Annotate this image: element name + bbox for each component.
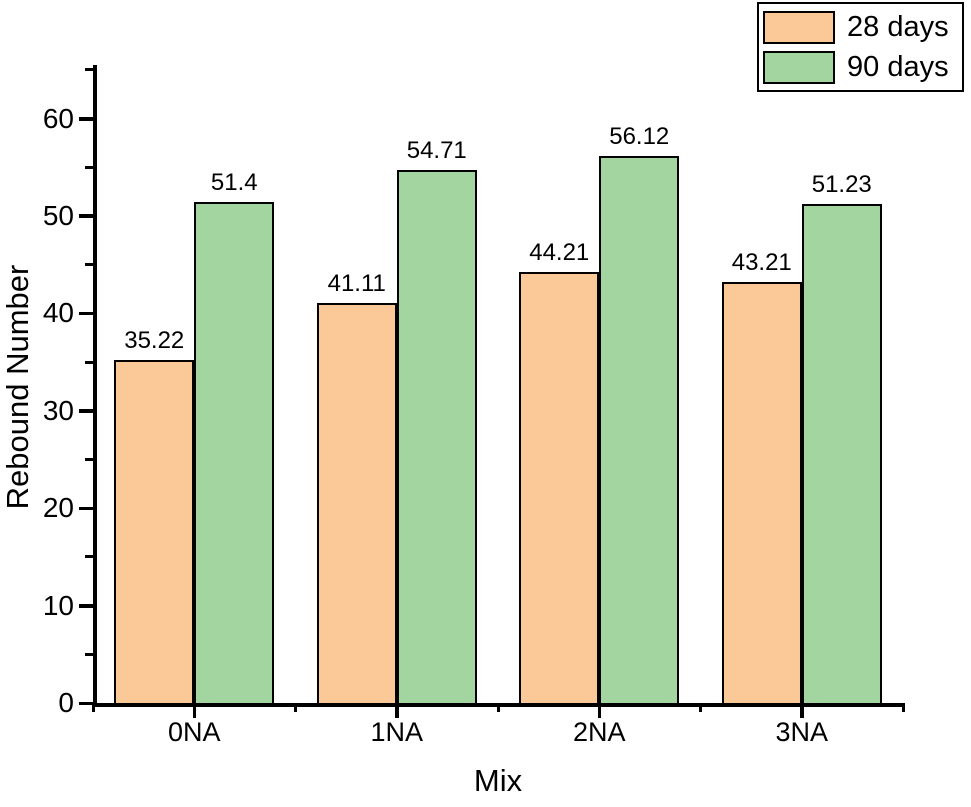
y-minor-tick bbox=[85, 652, 93, 656]
y-minor-tick bbox=[85, 263, 93, 267]
bar-28-days-2NA bbox=[519, 272, 600, 705]
x-tick-label: 1NA bbox=[370, 717, 424, 747]
x-minor-tick bbox=[91, 703, 95, 712]
legend-label-28-days: 28 days bbox=[847, 10, 949, 43]
y-tick-label: 50 bbox=[42, 199, 74, 231]
y-tick-label: 60 bbox=[42, 102, 74, 134]
x-major-tick bbox=[597, 703, 601, 718]
x-minor-tick bbox=[699, 703, 702, 712]
bar-value-label: 54.71 bbox=[406, 137, 467, 165]
y-major-tick bbox=[79, 701, 93, 705]
y-tick-label: 10 bbox=[42, 589, 74, 621]
y-axis-title: Rebound Number bbox=[0, 264, 35, 510]
x-minor-tick bbox=[294, 703, 297, 712]
bar-value-label: 43.21 bbox=[731, 249, 792, 277]
x-axis-title: Mix bbox=[473, 763, 523, 798]
y-minor-tick bbox=[85, 360, 93, 364]
bar-28-days-1NA bbox=[316, 302, 397, 705]
bar-value-label: 44.21 bbox=[529, 239, 590, 267]
y-major-tick bbox=[79, 311, 93, 316]
legend-item-90-days: 90 days bbox=[763, 47, 958, 87]
x-major-tick bbox=[395, 703, 399, 718]
bar-28-days-3NA bbox=[721, 282, 802, 705]
bar-value-label: 41.11 bbox=[327, 269, 386, 297]
bar-28-days-0NA bbox=[114, 359, 195, 705]
y-major-tick bbox=[79, 214, 93, 218]
bar-value-label: 35.22 bbox=[124, 326, 185, 354]
y-major-tick bbox=[79, 604, 93, 608]
bar-value-label: 51.23 bbox=[811, 170, 872, 198]
x-tick-label: 2NA bbox=[572, 717, 626, 747]
x-minor-tick bbox=[901, 703, 905, 712]
bar-90-days-3NA bbox=[801, 203, 882, 705]
legend-label-90-days: 90 days bbox=[847, 50, 949, 83]
legend: 28 days 90 days bbox=[757, 2, 964, 92]
y-axis-line bbox=[93, 65, 97, 707]
x-major-tick bbox=[192, 703, 196, 718]
bar-value-label: 51.4 bbox=[210, 169, 258, 197]
legend-swatch-28-days bbox=[763, 10, 835, 44]
y-tick-label: 30 bbox=[42, 394, 74, 426]
bar-90-days-2NA bbox=[599, 156, 680, 705]
legend-swatch-90-days bbox=[763, 50, 835, 84]
y-minor-tick bbox=[85, 457, 93, 461]
x-tick-label: 0NA bbox=[167, 717, 221, 747]
y-tick-label: 20 bbox=[42, 492, 74, 524]
bar-90-days-0NA bbox=[194, 202, 275, 705]
legend-item-28-days: 28 days bbox=[763, 7, 958, 47]
y-major-tick bbox=[79, 506, 93, 511]
y-minor-tick bbox=[85, 68, 93, 72]
y-tick-label: 0 bbox=[58, 687, 74, 718]
y-minor-tick bbox=[85, 165, 93, 169]
bar-90-days-1NA bbox=[396, 170, 477, 705]
y-tick-label: 40 bbox=[42, 297, 74, 329]
y-minor-tick bbox=[85, 555, 93, 559]
x-minor-tick bbox=[496, 703, 500, 712]
y-major-tick bbox=[79, 409, 93, 413]
bar-value-label: 56.12 bbox=[609, 123, 670, 151]
x-major-tick bbox=[800, 703, 804, 718]
x-tick-label: 3NA bbox=[775, 717, 829, 747]
y-major-tick bbox=[79, 117, 93, 121]
